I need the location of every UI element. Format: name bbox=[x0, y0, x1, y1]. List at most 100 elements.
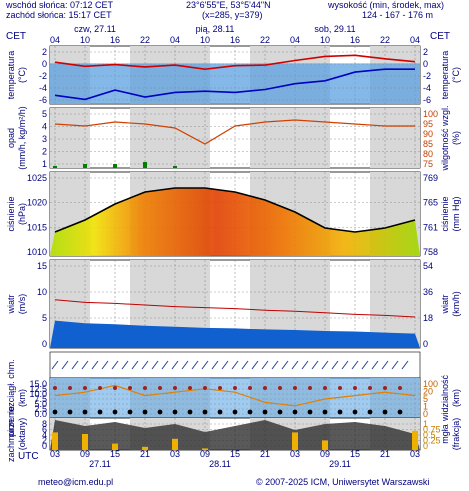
cloud-base-dot bbox=[382, 409, 388, 415]
precip-bar bbox=[83, 164, 87, 168]
cloud-base-dot bbox=[82, 409, 88, 415]
right-tick-label: 90 bbox=[423, 129, 433, 139]
cloud-base-dot bbox=[352, 409, 358, 415]
left-tick-label: 10.0 bbox=[29, 389, 47, 399]
left-tick-label: 7.5 bbox=[34, 394, 47, 404]
fog-bar bbox=[322, 440, 328, 450]
right-axis-unit: (°C) bbox=[451, 67, 461, 83]
cloud-top-dot bbox=[98, 386, 102, 390]
night-shade bbox=[130, 108, 210, 168]
coords-text: 23°6'55"E, 53°5'44"N bbox=[186, 0, 271, 10]
left-tick-label: 4 bbox=[42, 430, 47, 440]
cloud-base-dot bbox=[397, 409, 403, 415]
wind-speed-area bbox=[50, 320, 420, 348]
left-axis-unit: (hPa) bbox=[17, 203, 27, 225]
wind-arrow bbox=[341, 360, 349, 370]
wind-arrow bbox=[231, 360, 239, 370]
right-axis-label: temperatura bbox=[440, 51, 450, 100]
cloud-top-dot bbox=[188, 386, 192, 390]
wind-arrow bbox=[141, 360, 149, 370]
wind-arrow bbox=[251, 360, 259, 370]
top-hour-label: 04 bbox=[170, 35, 180, 45]
left-tick-label: 12.5 bbox=[29, 384, 47, 394]
right-axis-label: wiatr bbox=[440, 294, 450, 314]
sunset-text: zachód słońca: 15:17 CET bbox=[6, 10, 112, 20]
right-tick-label: 758 bbox=[423, 247, 438, 257]
cloud-top-dot bbox=[143, 386, 147, 390]
wind-arrow bbox=[351, 360, 359, 370]
cloud-base-dot bbox=[232, 409, 238, 415]
cloud-base-dot bbox=[292, 409, 298, 415]
cloud-top-dot bbox=[68, 386, 72, 390]
fog-bar bbox=[52, 432, 58, 450]
right-tick-label: 54 bbox=[423, 261, 433, 271]
left-tick-label: 0 bbox=[42, 339, 47, 349]
wind-arrow bbox=[171, 360, 179, 370]
right-tick-label: 769 bbox=[423, 173, 438, 183]
wind-arrow bbox=[261, 360, 269, 370]
wind-arrow bbox=[381, 360, 389, 370]
cloud-top-dot bbox=[218, 386, 222, 390]
top-hour-label: 22 bbox=[140, 35, 150, 45]
cloud-top-dot bbox=[293, 386, 297, 390]
right-axis-label: ciśnienie bbox=[440, 196, 450, 231]
left-axis-unit: (°C) bbox=[17, 67, 27, 83]
left-axis-label: zachmurzenie bbox=[6, 406, 16, 462]
top-hour-label: 10 bbox=[80, 35, 90, 45]
cloud-base-dot bbox=[307, 409, 313, 415]
night-shade bbox=[370, 108, 420, 168]
top-hour-label: 16 bbox=[230, 35, 240, 45]
wind-arrow bbox=[101, 360, 109, 370]
wind-arrow bbox=[391, 360, 399, 370]
bottom-hour-label: 21 bbox=[140, 449, 150, 459]
fog-bar bbox=[172, 438, 178, 450]
right-tick-label: 2 bbox=[423, 47, 428, 57]
top-hour-label: 10 bbox=[320, 35, 330, 45]
cloud-base-dot bbox=[97, 409, 103, 415]
left-tick-label: 1015 bbox=[27, 222, 47, 232]
left-axis-label: temperatura bbox=[6, 51, 16, 100]
left-tick-label: 0 bbox=[42, 441, 47, 451]
cloud-base-dot bbox=[217, 409, 223, 415]
night-shade bbox=[50, 108, 90, 168]
top-hour-label: 22 bbox=[380, 35, 390, 45]
wind-arrow bbox=[291, 360, 299, 370]
left-tick-label: 10 bbox=[37, 287, 47, 297]
grid-text: (x=285, y=379) bbox=[202, 10, 263, 20]
left-tick-label: 4 bbox=[42, 122, 47, 132]
timezone-bottom: UTC bbox=[18, 451, 39, 462]
cloud-base-dot bbox=[172, 409, 178, 415]
cloud-base-dot bbox=[337, 409, 343, 415]
left-tick-label: 2 bbox=[42, 47, 47, 57]
wind-arrow bbox=[51, 360, 59, 370]
cloud-top-dot bbox=[128, 386, 132, 390]
left-axis-label: wiatr bbox=[6, 294, 16, 314]
cloud-base-dot bbox=[247, 409, 253, 415]
wind-arrow bbox=[181, 360, 189, 370]
right-tick-label: 1 bbox=[423, 402, 428, 412]
cloud-top-dot bbox=[353, 386, 357, 390]
wind-arrow bbox=[131, 360, 139, 370]
footer-email[interactable]: meteo@icm.edu.pl bbox=[38, 477, 114, 487]
cloud-base-dot bbox=[127, 409, 133, 415]
right-axis-label: mgła bbox=[440, 424, 450, 444]
bottom-hour-label: 03 bbox=[50, 449, 60, 459]
fog-bar bbox=[412, 430, 418, 450]
right-tick-label: 95 bbox=[423, 119, 433, 129]
cloud-top-dot bbox=[113, 386, 117, 390]
timezone-left: CET bbox=[6, 31, 26, 42]
right-axis-label: widzialność bbox=[440, 374, 450, 422]
left-axis-label: pion. rozciągł. chm. bbox=[6, 359, 16, 437]
cloud-top-dot bbox=[158, 386, 162, 390]
top-hour-label: 16 bbox=[110, 35, 120, 45]
top-day-label: czw, 27.11 bbox=[74, 24, 116, 34]
cloud-top-dot bbox=[53, 386, 57, 390]
wind-arrow bbox=[111, 360, 119, 370]
cloud-top-dot bbox=[233, 386, 237, 390]
bottom-hour-label: 09 bbox=[320, 449, 330, 459]
right-axis-unit: (km/h) bbox=[451, 291, 461, 317]
fog-bar bbox=[292, 432, 298, 450]
wind-arrow bbox=[331, 360, 339, 370]
bottom-hour-label: 09 bbox=[80, 449, 90, 459]
